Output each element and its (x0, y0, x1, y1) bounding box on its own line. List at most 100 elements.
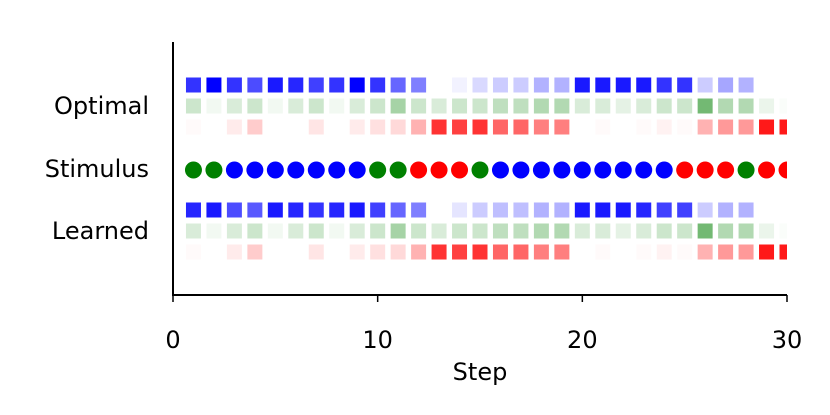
cell (308, 202, 324, 218)
cell (554, 223, 570, 239)
cell (390, 119, 406, 135)
cell (226, 119, 242, 135)
cell (452, 202, 468, 218)
cell (738, 223, 754, 239)
cell (247, 244, 263, 260)
cell (513, 77, 529, 93)
cell (759, 98, 775, 114)
cell (616, 245, 631, 260)
cell (779, 244, 787, 260)
cell (247, 119, 263, 135)
stimulus-dot (328, 161, 346, 179)
cell (185, 77, 201, 93)
cell (636, 202, 652, 218)
cell (247, 202, 263, 218)
cell (472, 119, 488, 135)
cell (267, 98, 283, 114)
cell (308, 77, 324, 93)
stimulus-dot (266, 161, 284, 179)
cell (432, 78, 447, 93)
cell (718, 98, 734, 114)
cell (677, 202, 693, 218)
cell (759, 203, 774, 218)
cell (308, 223, 324, 239)
cell (780, 78, 795, 93)
cell (575, 245, 590, 260)
cell (595, 202, 611, 218)
cell (636, 77, 652, 93)
cell (452, 77, 468, 93)
cell (370, 98, 386, 114)
cell (247, 223, 263, 239)
y-tick-label: Learned (52, 217, 149, 245)
cell (492, 77, 508, 93)
cell (349, 202, 365, 218)
cell (206, 223, 222, 239)
stimulus-dot (491, 161, 509, 179)
cell (759, 244, 775, 260)
cell (390, 77, 406, 93)
cell (615, 77, 631, 93)
cell (411, 77, 427, 93)
cell (780, 99, 795, 114)
cell (390, 98, 406, 114)
cell (288, 245, 303, 260)
cell (677, 77, 693, 93)
cell (390, 244, 406, 260)
cell (472, 223, 488, 239)
cell (759, 119, 775, 135)
stimulus-dot (758, 161, 776, 179)
cell (308, 244, 324, 260)
cell (533, 244, 549, 260)
cell (738, 98, 754, 114)
cell (206, 77, 222, 93)
cell (779, 119, 787, 135)
cell (247, 77, 263, 93)
cell (431, 223, 447, 239)
cell (718, 223, 734, 239)
cell (595, 98, 611, 114)
cell (329, 223, 345, 239)
cell (329, 245, 344, 260)
stimulus-dot (225, 161, 243, 179)
cell (533, 223, 549, 239)
cell (390, 223, 406, 239)
cell (268, 120, 283, 135)
cell (513, 223, 529, 239)
stimulus-dot (778, 161, 787, 179)
x-tick-label: 30 (772, 326, 803, 354)
cell (268, 245, 283, 260)
cell (697, 202, 713, 218)
stimulus-dot (737, 161, 755, 179)
cell (206, 98, 222, 114)
cell (349, 244, 365, 260)
cell (697, 98, 713, 114)
cell (288, 202, 304, 218)
cell (554, 119, 570, 135)
cell (329, 77, 345, 93)
cell (472, 244, 488, 260)
cell (697, 244, 713, 260)
cell (370, 119, 386, 135)
cell (656, 244, 672, 260)
cell (574, 223, 590, 239)
y-tick-label: Optimal (54, 92, 149, 120)
cell (206, 120, 221, 135)
stimulus-dot (655, 161, 673, 179)
cell (513, 119, 529, 135)
stimulus-dot (614, 161, 632, 179)
cell (595, 245, 610, 260)
cell (677, 98, 693, 114)
cell (738, 77, 754, 93)
cell (533, 77, 549, 93)
cell (472, 202, 488, 218)
cell (411, 202, 427, 218)
stimulus-dot (287, 161, 305, 179)
cell (472, 77, 488, 93)
cell (718, 244, 734, 260)
cell (492, 119, 508, 135)
cell (718, 77, 734, 93)
cell (656, 119, 672, 135)
cell (206, 202, 222, 218)
